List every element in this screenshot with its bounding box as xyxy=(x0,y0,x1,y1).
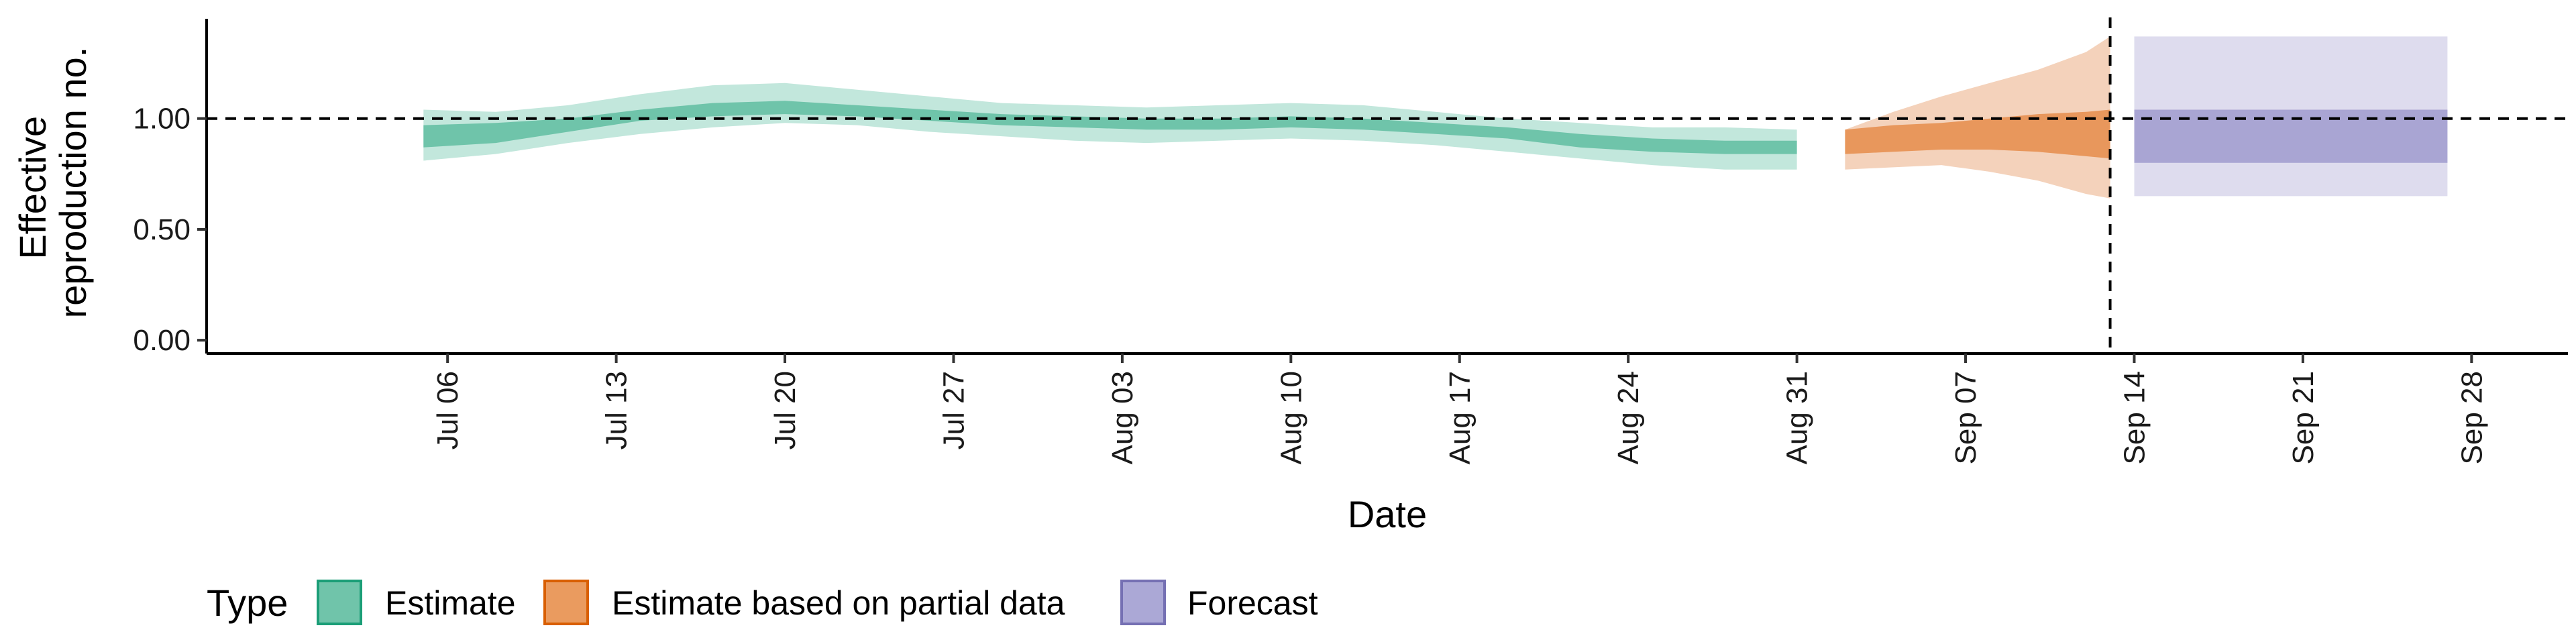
legend-key-forecast xyxy=(1120,580,1166,625)
x-tick-label: Sep 28 xyxy=(2455,371,2488,464)
x-tick-label: Jul 20 xyxy=(769,371,802,449)
y-axis-title-line-2: reproduction no. xyxy=(52,47,94,319)
x-tick-label: Jul 27 xyxy=(938,371,971,449)
ribbon-forecast-inner xyxy=(2134,109,2448,163)
x-tick-label: Jul 06 xyxy=(431,371,464,449)
y-tick-label: 1.00 xyxy=(133,103,191,136)
y-axis-title: Effective reproduction no. xyxy=(11,47,94,319)
x-tick-label: Aug 10 xyxy=(1275,371,1307,464)
legend: Type Estimate Estimate based on partial … xyxy=(207,580,1318,625)
x-tick-label: Aug 31 xyxy=(1781,371,1814,464)
legend-title: Type xyxy=(207,582,288,624)
x-tick-label: Sep 21 xyxy=(2287,371,2320,464)
x-tick-label: Jul 13 xyxy=(600,371,633,449)
ribbon-layer xyxy=(423,36,2448,199)
y-tick-label: 0.00 xyxy=(133,324,191,357)
axes: 0.00 0.50 1.00 Jul 06 Jul 13 Jul 20 Jul 27 Aug … xyxy=(133,19,2568,464)
legend-label-estimate: Estimate xyxy=(385,584,516,622)
x-tick-label: Aug 24 xyxy=(1612,371,1645,464)
y-axis-title-line-1: Effective xyxy=(11,116,54,260)
legend-label-forecast: Forecast xyxy=(1187,584,1318,622)
legend-label-partial: Estimate based on partial data xyxy=(612,584,1065,622)
x-tick-label: Aug 03 xyxy=(1106,371,1139,464)
x-tick-label: Aug 17 xyxy=(1444,371,1477,464)
x-tick-label: Sep 14 xyxy=(2118,371,2151,464)
ribbon-partial-inner xyxy=(1845,109,2110,159)
ribbon-estimate-inner xyxy=(423,101,1797,154)
x-axis-title: Date xyxy=(1348,493,1427,535)
legend-key-partial xyxy=(543,580,589,625)
legend-key-estimate xyxy=(317,580,362,625)
y-tick-label: 0.50 xyxy=(133,213,191,246)
x-tick-label: Sep 07 xyxy=(1949,371,1982,464)
